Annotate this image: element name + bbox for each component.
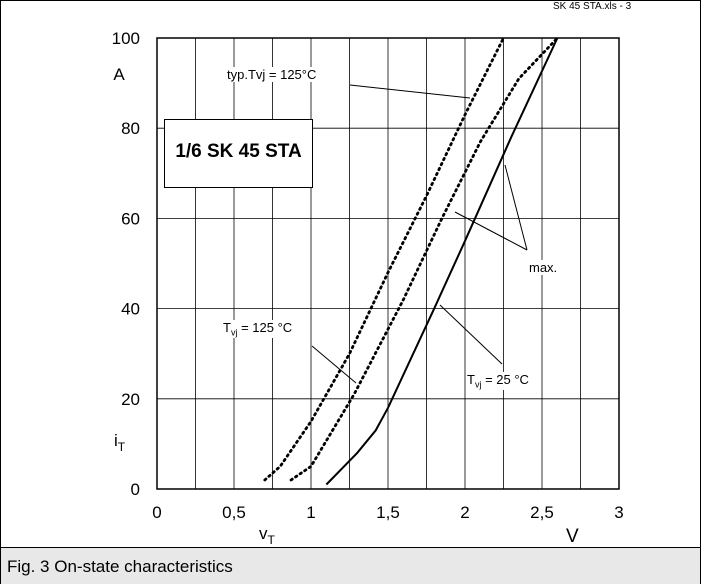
y-tick-label: 100 xyxy=(112,29,140,48)
leader-max-solid xyxy=(504,164,528,251)
annotation-tvj-25-rest: = 25 °C xyxy=(481,372,529,387)
annotation-tvj-25-sub: vj xyxy=(474,379,482,390)
series-typ25-line xyxy=(325,37,559,486)
y-axis-label: iT xyxy=(114,431,126,454)
series-max125-line xyxy=(289,36,559,482)
y-tick-label: 80 xyxy=(121,119,140,138)
leader-lines xyxy=(311,84,528,384)
x-tick-label: 0,5 xyxy=(222,503,246,522)
x-tick-label: 2 xyxy=(460,503,469,522)
y-tick-label: 40 xyxy=(121,300,140,319)
plot-border xyxy=(156,37,620,490)
x-axis-label-sub: T xyxy=(268,533,276,547)
series-layer xyxy=(263,36,559,486)
y-tick-label: 0 xyxy=(131,480,140,499)
device-label-box: 1/6 SK 45 STA xyxy=(164,119,313,188)
annotation-max: max. xyxy=(528,260,559,275)
x-tick-label: 2,5 xyxy=(530,503,554,522)
annotation-typ-tvj-125: typ.Tvj = 125°C xyxy=(226,67,318,82)
leader-typ-tvj-125 xyxy=(349,84,471,99)
leader-tvj-125 xyxy=(311,345,357,384)
y-axis-label-sub: T xyxy=(118,440,126,454)
x-tick-label: 1 xyxy=(306,503,315,522)
x-axis-label-main: v xyxy=(259,524,268,543)
figure-caption: Fig. 3 On-state characteristics xyxy=(7,557,233,576)
x-tick-label: 3 xyxy=(614,503,623,522)
leader-tvj-25 xyxy=(439,304,503,365)
tick-labels: 0 0,5 1 1,5 2 2,5 3 0 20 40 60 80 100 xyxy=(112,29,624,522)
annotation-tvj-125-sub: vj xyxy=(230,327,238,338)
x-axis-label: vT xyxy=(259,524,276,547)
y-axis-label-main: i xyxy=(114,431,118,450)
annotation-tvj-25-main: T xyxy=(467,372,475,387)
annotation-tvj-25: Tvj = 25 °C xyxy=(466,372,530,390)
annotation-tvj-125-rest: = 125 °C xyxy=(237,320,293,335)
leader-max-dotted xyxy=(454,211,528,251)
y-tick-label: 20 xyxy=(121,390,140,409)
file-reference: SK 45 STA.xls - 3 xyxy=(553,1,632,12)
series-typ125-line xyxy=(263,36,505,482)
x-unit-label: V xyxy=(566,526,579,547)
device-label: 1/6 SK 45 STA xyxy=(175,141,302,162)
x-tick-label: 0 xyxy=(152,503,161,522)
caption-bar: Fig. 3 On-state characteristics xyxy=(1,547,700,584)
annotation-tvj-125: Tvj = 125 °C xyxy=(222,320,294,338)
x-tick-label: 1,5 xyxy=(376,503,400,522)
y-unit-label: A xyxy=(113,65,125,84)
annotation-tvj-125-main: T xyxy=(223,320,231,335)
y-tick-label: 60 xyxy=(121,209,140,228)
